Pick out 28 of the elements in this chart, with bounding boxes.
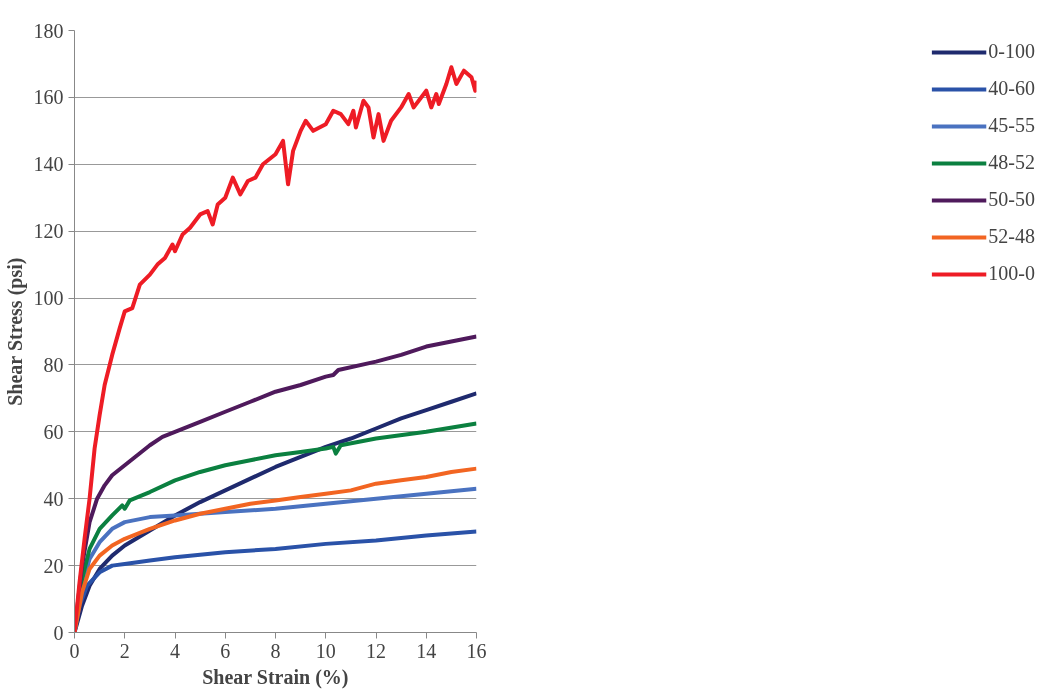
y-tick-label: 160 — [33, 86, 64, 109]
legend-label: 52-48 — [988, 225, 1035, 248]
x-tick-label: 2 — [119, 639, 130, 662]
y-tick-label: 100 — [33, 287, 64, 310]
y-axis-title: Shear Stress (psi) — [3, 257, 27, 406]
legend-label: 100-0 — [988, 262, 1035, 285]
y-tick-label: 80 — [43, 353, 64, 376]
x-tick-label: 12 — [366, 639, 386, 662]
y-tick-label: 0 — [53, 621, 64, 644]
legend-label: 0-100 — [988, 40, 1035, 63]
x-axis-title: Shear Strain (%) — [202, 665, 349, 689]
y-tick-label: 40 — [43, 487, 64, 510]
x-tick-label: 10 — [315, 639, 336, 662]
legend-label: 45-55 — [988, 114, 1035, 137]
y-tick-label: 20 — [43, 554, 64, 577]
y-tick-label: 60 — [43, 420, 64, 443]
x-tick-label: 4 — [170, 639, 180, 662]
legend-label: 48-52 — [988, 151, 1035, 174]
x-tick-label: 16 — [466, 639, 487, 662]
x-tick-label: 6 — [220, 639, 231, 662]
y-tick-label: 120 — [33, 220, 64, 243]
x-tick-label: 14 — [416, 639, 437, 662]
y-tick-label: 180 — [33, 19, 64, 42]
legend-label: 50-50 — [988, 188, 1035, 211]
x-tick-label: 8 — [270, 639, 281, 662]
y-tick-label: 140 — [33, 153, 64, 176]
x-tick-label: 0 — [69, 639, 80, 662]
legend-label: 40-60 — [988, 77, 1035, 100]
